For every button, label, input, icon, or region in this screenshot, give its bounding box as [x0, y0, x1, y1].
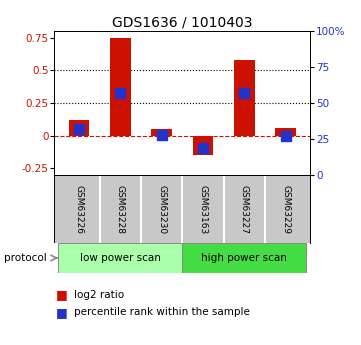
Bar: [69, 120, 89, 136]
Point: [159, 132, 165, 138]
Bar: [151, 129, 172, 136]
Bar: [193, 136, 213, 155]
Bar: [182, 244, 306, 273]
Text: percentile rank within the sample: percentile rank within the sample: [74, 307, 250, 317]
Text: low power scan: low power scan: [80, 253, 161, 263]
Text: GSM63229: GSM63229: [281, 185, 290, 234]
Text: GSM63230: GSM63230: [157, 185, 166, 234]
Point: [117, 90, 123, 96]
Title: GDS1636 / 1010403: GDS1636 / 1010403: [112, 16, 253, 30]
Text: ■: ■: [56, 288, 68, 302]
Point: [242, 90, 247, 96]
Bar: [275, 128, 296, 136]
Bar: [58, 244, 182, 273]
Point: [200, 146, 206, 151]
Bar: [234, 60, 255, 136]
Text: log2 ratio: log2 ratio: [74, 290, 124, 300]
Point: [76, 126, 82, 132]
Text: high power scan: high power scan: [201, 253, 287, 263]
Text: GSM63228: GSM63228: [116, 185, 125, 234]
Text: GSM63226: GSM63226: [74, 185, 83, 234]
Point: [283, 133, 288, 139]
Text: GSM63163: GSM63163: [199, 185, 208, 234]
Text: protocol: protocol: [4, 253, 46, 263]
Text: GSM63227: GSM63227: [240, 185, 249, 234]
Text: ■: ■: [56, 306, 68, 319]
Bar: [110, 38, 131, 136]
